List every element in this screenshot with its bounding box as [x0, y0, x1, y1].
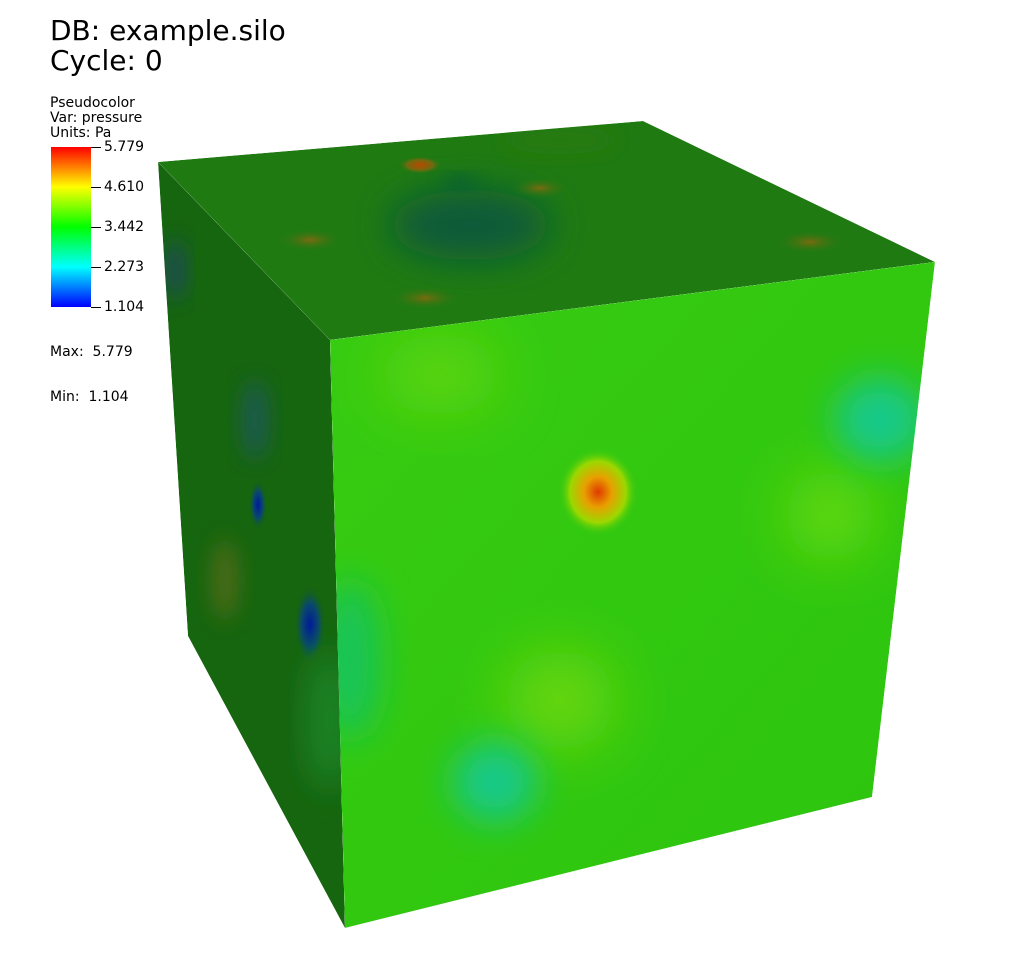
legend-tick-label: 2.273 — [104, 259, 145, 275]
pseudocolor-legend: Pseudocolor Var: pressure Units: Pa 5.77… — [50, 95, 190, 405]
legend-tick-label: 5.779 — [104, 139, 145, 155]
legend-stats: Max: 5.779 Min: 1.104 — [50, 315, 133, 435]
cycle-label: Cycle: 0 — [50, 44, 163, 77]
cube-top-face — [158, 121, 935, 340]
legend-tick-label: 1.104 — [104, 299, 145, 315]
legend-units: Units: Pa — [50, 125, 112, 141]
legend-variable: Var: pressure — [50, 110, 143, 126]
legend-max: Max: 5.779 — [50, 344, 133, 360]
legend-tick-label: 4.610 — [104, 179, 145, 195]
legend-colorbar — [51, 147, 91, 307]
legend-tick-label: 3.442 — [104, 219, 145, 235]
database-label: DB: example.silo — [50, 14, 286, 47]
legend-min: Min: 1.104 — [50, 389, 129, 405]
cube-left-face — [158, 162, 345, 928]
legend-plot-type: Pseudocolor — [50, 95, 135, 111]
cube-front-face — [330, 262, 935, 928]
plot-header: DB: example.silo Cycle: 0 — [50, 16, 286, 76]
